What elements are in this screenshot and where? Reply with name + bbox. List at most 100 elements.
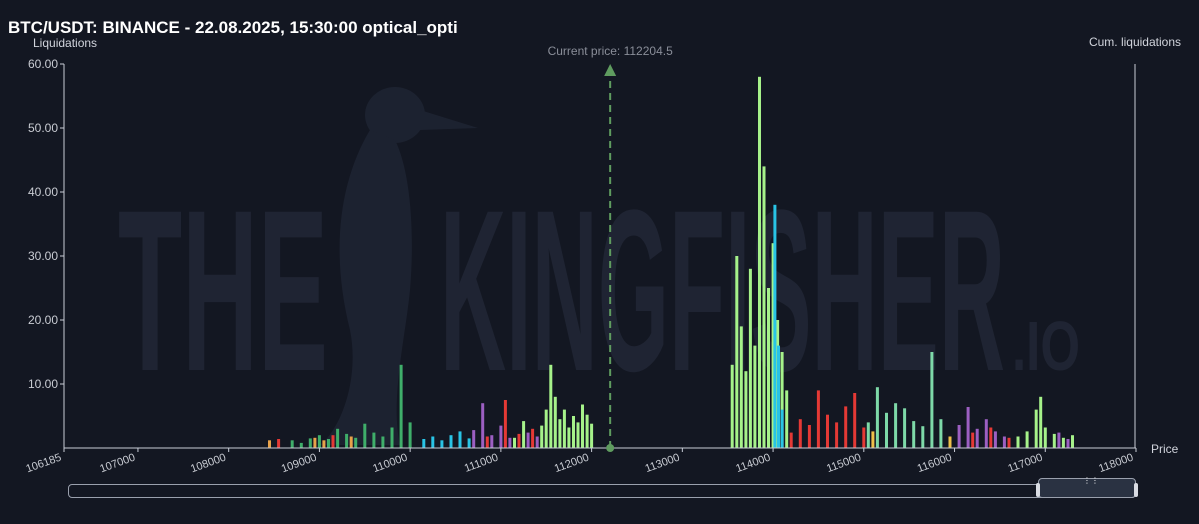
bar[interactable] xyxy=(567,427,571,449)
bar[interactable] xyxy=(317,435,321,448)
bar[interactable] xyxy=(490,435,494,448)
bar[interactable] xyxy=(777,345,780,448)
bar[interactable] xyxy=(553,396,557,448)
zoom-scrollbar-track[interactable] xyxy=(68,484,1136,498)
bar[interactable] xyxy=(354,437,358,448)
bar[interactable] xyxy=(440,440,444,448)
bar[interactable] xyxy=(966,407,970,448)
bar[interactable] xyxy=(544,409,548,448)
bar[interactable] xyxy=(1007,437,1011,448)
bar[interactable] xyxy=(1002,436,1006,449)
bar[interactable] xyxy=(875,387,879,448)
bar[interactable] xyxy=(345,433,349,448)
zoom-handle-left[interactable] xyxy=(1036,483,1040,497)
bar[interactable] xyxy=(299,442,303,448)
bar[interactable] xyxy=(844,406,848,448)
bar[interactable] xyxy=(885,412,888,448)
bar[interactable] xyxy=(798,419,802,448)
bar[interactable] xyxy=(277,439,281,448)
bar[interactable] xyxy=(989,427,993,449)
bar[interactable] xyxy=(1039,396,1043,448)
bar[interactable] xyxy=(744,371,748,448)
bar[interactable] xyxy=(780,409,784,448)
bar[interactable] xyxy=(522,421,526,448)
bar[interactable] xyxy=(939,419,943,448)
bar[interactable] xyxy=(313,437,317,448)
bar[interactable] xyxy=(1016,436,1020,449)
bar[interactable] xyxy=(975,428,979,448)
bar[interactable] xyxy=(581,404,584,449)
bar[interactable] xyxy=(1043,427,1047,449)
bar[interactable] xyxy=(862,427,866,449)
bar[interactable] xyxy=(485,436,489,449)
bar[interactable] xyxy=(739,326,743,448)
bar[interactable] xyxy=(735,256,739,448)
bar[interactable] xyxy=(871,431,875,448)
bar[interactable] xyxy=(268,440,271,448)
bar[interactable] xyxy=(531,428,535,448)
bar[interactable] xyxy=(540,425,544,448)
bar[interactable] xyxy=(526,432,530,448)
bar[interactable] xyxy=(458,431,462,448)
bar[interactable] xyxy=(1052,433,1056,448)
bar[interactable] xyxy=(984,419,988,448)
bar[interactable] xyxy=(762,166,766,448)
bar[interactable] xyxy=(590,423,594,448)
bar[interactable] xyxy=(730,364,734,448)
bar[interactable] xyxy=(993,431,997,448)
bar[interactable] xyxy=(572,416,575,448)
bar[interactable] xyxy=(758,76,761,449)
bar[interactable] xyxy=(1066,439,1070,448)
bar[interactable] xyxy=(771,243,775,448)
zoom-handle-right[interactable] xyxy=(1134,483,1138,497)
bar[interactable] xyxy=(336,428,340,448)
bar[interactable] xyxy=(331,435,335,448)
bar[interactable] xyxy=(399,364,403,448)
bar[interactable] xyxy=(363,423,367,448)
bar[interactable] xyxy=(748,268,752,448)
bar[interactable] xyxy=(517,433,521,448)
bar[interactable] xyxy=(971,432,975,448)
bar[interactable] xyxy=(948,436,952,449)
bar[interactable] xyxy=(508,437,512,448)
bar[interactable] xyxy=(1061,437,1065,448)
bar[interactable] xyxy=(422,439,426,448)
bar[interactable] xyxy=(499,425,503,448)
bar[interactable] xyxy=(767,288,770,448)
bar[interactable] xyxy=(408,422,412,448)
bar[interactable] xyxy=(753,345,757,448)
bar[interactable] xyxy=(807,425,811,448)
bar[interactable] xyxy=(349,436,353,449)
bar[interactable] xyxy=(780,352,784,448)
bar[interactable] xyxy=(308,438,312,448)
bar[interactable] xyxy=(789,432,793,448)
bar[interactable] xyxy=(853,393,857,448)
bar[interactable] xyxy=(921,426,925,448)
bar[interactable] xyxy=(549,364,553,448)
bar[interactable] xyxy=(826,414,829,448)
bar[interactable] xyxy=(930,352,934,448)
bar[interactable] xyxy=(835,422,839,448)
bar[interactable] xyxy=(431,436,435,449)
bar[interactable] xyxy=(390,427,394,449)
bar[interactable] xyxy=(290,440,294,448)
bar[interactable] xyxy=(327,439,330,448)
bar[interactable] xyxy=(467,438,471,448)
bar[interactable] xyxy=(957,425,961,448)
bar[interactable] xyxy=(585,414,589,448)
bar[interactable] xyxy=(513,437,516,448)
bar[interactable] xyxy=(381,436,385,449)
bar[interactable] xyxy=(562,409,566,448)
bar[interactable] xyxy=(894,403,898,448)
bar[interactable] xyxy=(1034,409,1038,448)
bar[interactable] xyxy=(449,435,453,448)
bar[interactable] xyxy=(322,440,326,448)
bar[interactable] xyxy=(535,436,539,449)
bar[interactable] xyxy=(1071,435,1074,448)
bar[interactable] xyxy=(903,408,907,448)
bar[interactable] xyxy=(372,432,376,448)
bar[interactable] xyxy=(576,422,580,448)
bar[interactable] xyxy=(503,400,507,448)
bar[interactable] xyxy=(1057,432,1061,448)
bar[interactable] xyxy=(912,421,916,448)
